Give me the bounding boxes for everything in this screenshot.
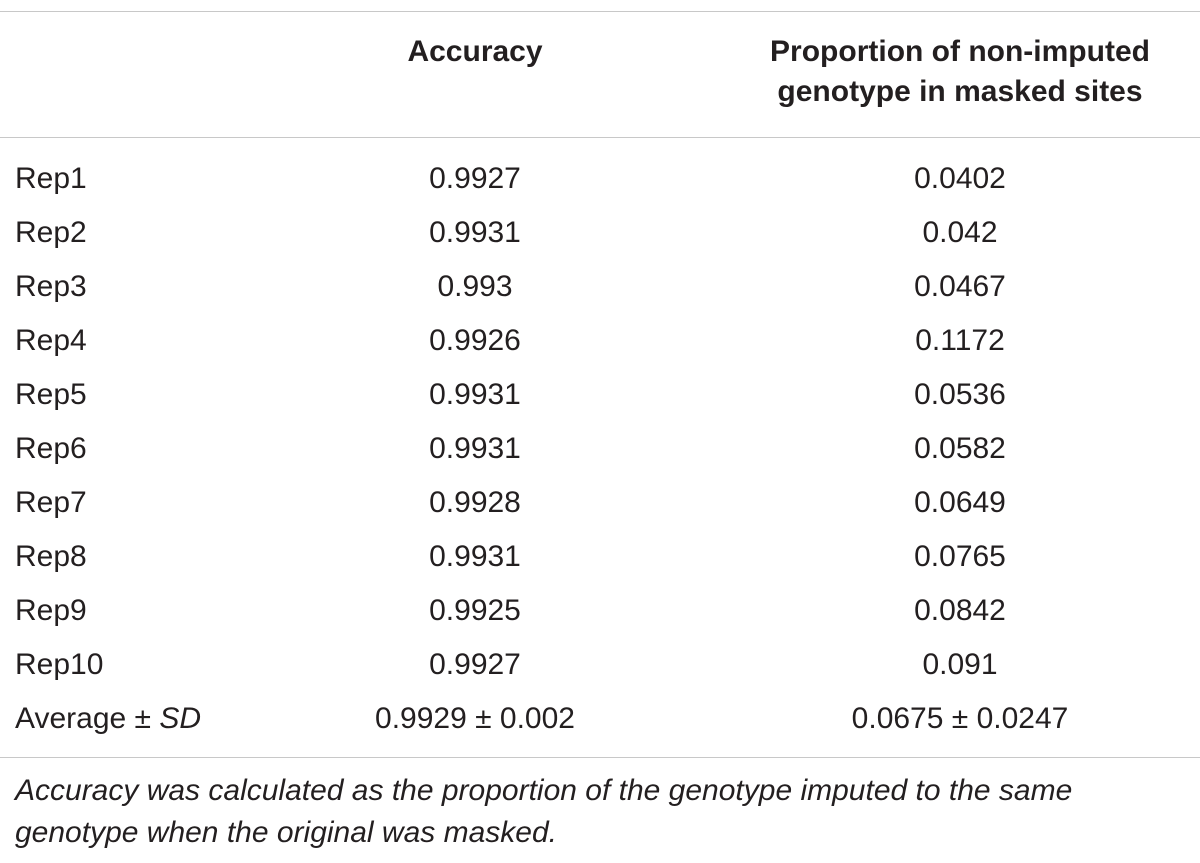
accuracy-cell: 0.9927 xyxy=(429,162,521,195)
proportion-cell: 0.0536 xyxy=(914,378,1006,411)
row-label: Rep3 xyxy=(15,270,87,303)
table-footnote: Accuracy was calculated as the proportio… xyxy=(15,774,1073,849)
table-row: Rep3 0.993 0.0467 xyxy=(0,260,1200,314)
table-top-rule xyxy=(0,11,1200,12)
row-label: Rep6 xyxy=(15,432,87,465)
table-row: Rep4 0.9926 0.1172 xyxy=(0,314,1200,368)
table-row: Rep10 0.9927 0.091 xyxy=(0,638,1200,692)
row-label: Rep1 xyxy=(15,162,87,195)
row-label: Rep10 xyxy=(15,648,104,681)
accuracy-cell: 0.9926 xyxy=(429,324,521,357)
table-body: Rep1 0.9927 0.0402 Rep2 0.9931 0.042 Rep… xyxy=(0,152,1200,746)
row-label: Rep2 xyxy=(15,216,87,249)
table-row: Rep9 0.9925 0.0842 xyxy=(0,584,1200,638)
proportion-cell: 0.0649 xyxy=(914,486,1006,519)
row-label: Rep5 xyxy=(15,378,87,411)
summary-label: Average ± SD xyxy=(15,692,201,746)
row-label: Rep4 xyxy=(15,324,87,357)
row-label: Rep7 xyxy=(15,486,87,519)
accuracy-cell: 0.9931 xyxy=(429,540,521,573)
summary-proportion-cell: 0.0675 ± 0.0247 xyxy=(851,702,1069,735)
table-row: Rep6 0.9931 0.0582 xyxy=(0,422,1200,476)
table-row: Rep2 0.9931 0.042 xyxy=(0,206,1200,260)
column-header-proportion: Proportion of non-imputed genotype in ma… xyxy=(740,32,1180,112)
column-header-accuracy: Accuracy xyxy=(355,32,595,72)
accuracy-cell: 0.9931 xyxy=(429,432,521,465)
proportion-cell: 0.091 xyxy=(922,648,998,681)
column-header-proportion-line1: Proportion of non-imputed xyxy=(770,35,1150,68)
proportion-cell: 0.0467 xyxy=(914,270,1006,303)
row-label: Rep8 xyxy=(15,540,87,573)
proportion-cell: 0.042 xyxy=(922,216,998,249)
summary-label-prefix: Average ± xyxy=(15,702,160,735)
table-row: Rep5 0.9931 0.0536 xyxy=(0,368,1200,422)
accuracy-cell: 0.9928 xyxy=(429,486,521,519)
proportion-cell: 0.1172 xyxy=(915,324,1005,357)
summary-label-sd: SD xyxy=(159,702,202,735)
table-row: Rep7 0.9928 0.0649 xyxy=(0,476,1200,530)
proportion-cell: 0.0402 xyxy=(914,162,1006,195)
accuracy-cell: 0.993 xyxy=(437,270,513,303)
accuracy-cell: 0.9931 xyxy=(429,216,521,249)
table-row: Rep1 0.9927 0.0402 xyxy=(0,152,1200,206)
table-row: Rep8 0.9931 0.0765 xyxy=(0,530,1200,584)
accuracy-cell: 0.9925 xyxy=(429,594,521,627)
proportion-cell: 0.0582 xyxy=(914,432,1006,465)
summary-row: Average ± SD 0.9929 ± 0.002 0.0675 ± 0.0… xyxy=(0,692,1200,746)
accuracy-cell: 0.9927 xyxy=(429,648,521,681)
accuracy-cell: 0.9931 xyxy=(429,378,521,411)
table-bottom-rule xyxy=(0,757,1200,758)
proportion-cell: 0.0765 xyxy=(914,540,1006,573)
table-header-rule xyxy=(0,137,1200,138)
summary-accuracy-cell: 0.9929 ± 0.002 xyxy=(375,702,575,735)
column-header-proportion-line2: genotype in masked sites xyxy=(777,75,1143,108)
proportion-cell: 0.0842 xyxy=(914,594,1006,627)
row-label: Rep9 xyxy=(15,594,87,627)
column-header-accuracy-text: Accuracy xyxy=(407,35,543,68)
